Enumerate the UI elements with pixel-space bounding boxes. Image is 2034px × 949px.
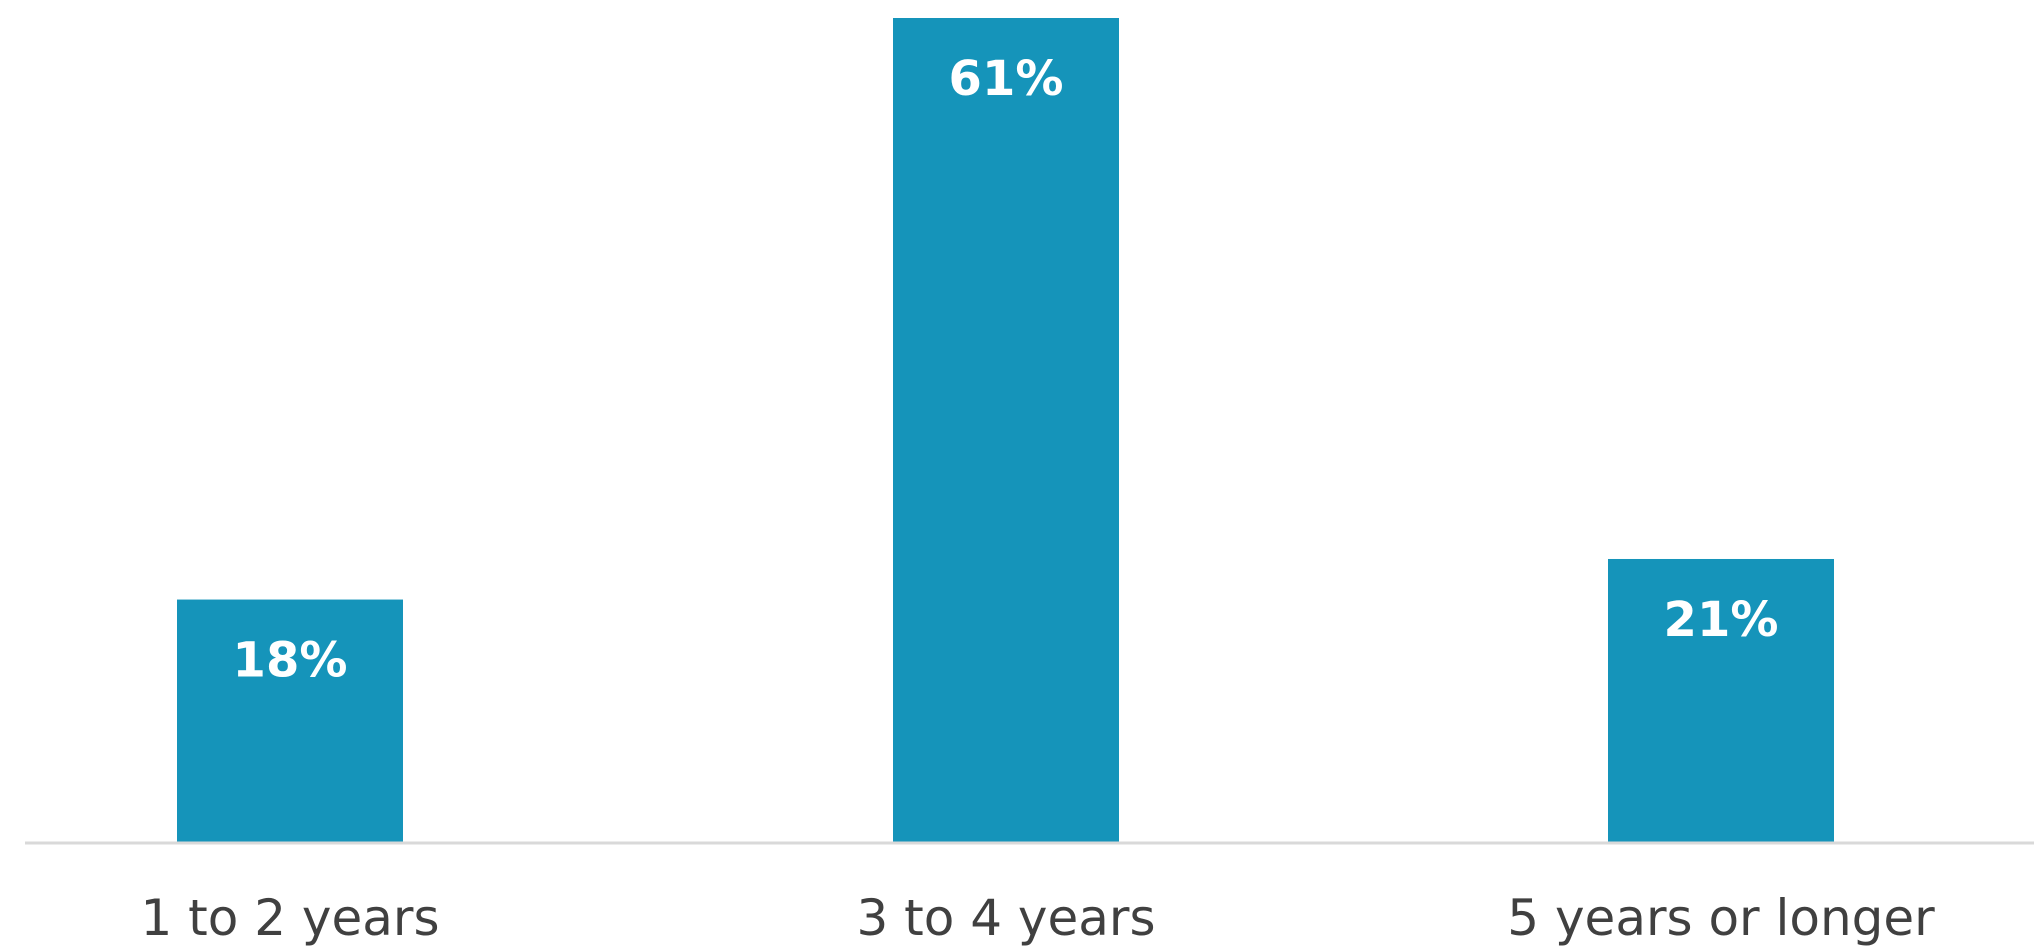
category-labels-group: 1 to 2 years 3 to 4 years 5 years or longe… <box>140 889 1935 947</box>
category-label: 3 to 4 years <box>856 889 1155 947</box>
bar-value-label: 61% <box>949 51 1064 107</box>
bar-3 <box>1608 558 1834 843</box>
category-label: 1 to 2 years <box>140 889 439 947</box>
category-label: 5 years or longer <box>1507 889 1935 947</box>
bar-2 <box>893 18 1119 843</box>
value-labels-group: 18% 61% 21% <box>233 51 1779 689</box>
bar-1 <box>177 599 403 843</box>
bar-value-label: 21% <box>1664 592 1779 648</box>
bar-value-label: 18% <box>233 633 348 689</box>
bars-group <box>177 18 1834 843</box>
